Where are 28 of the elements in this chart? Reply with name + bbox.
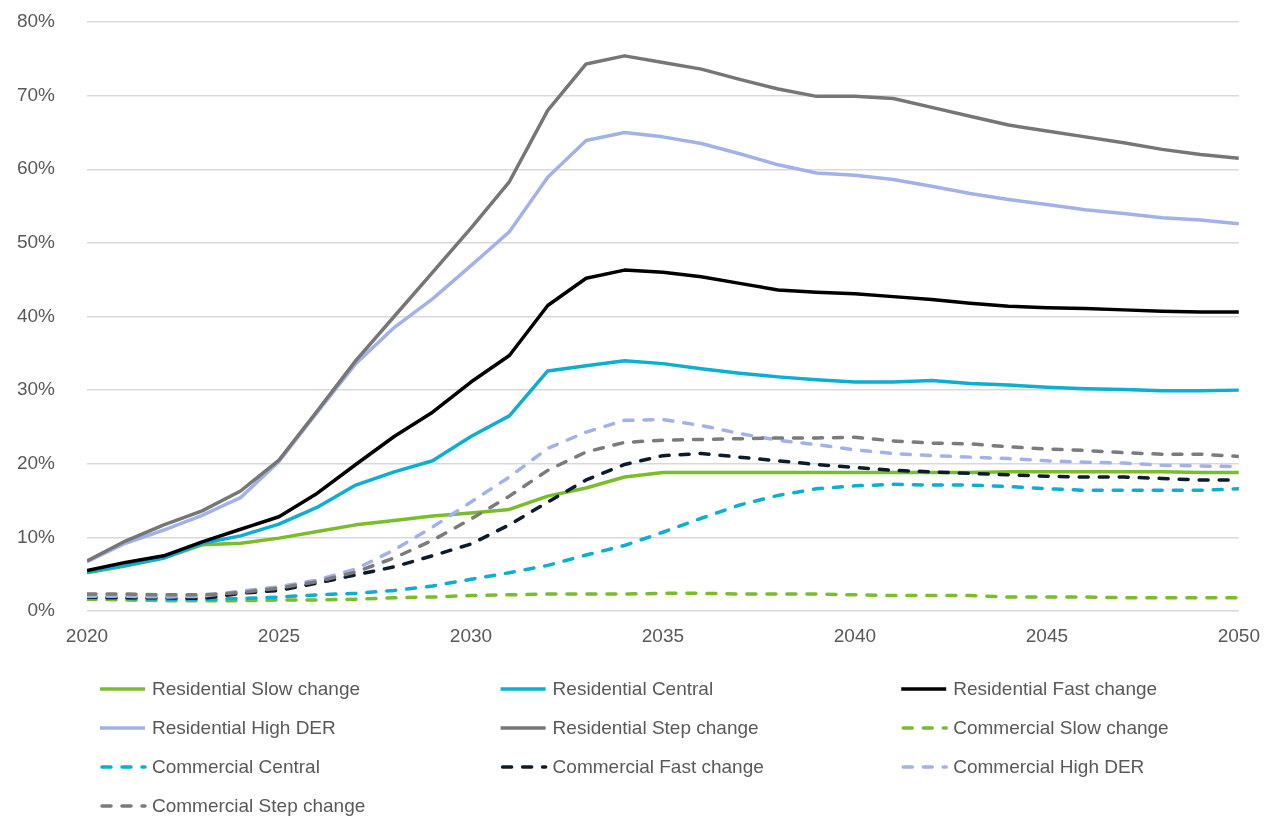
x-tick-label: 2030 <box>449 624 493 646</box>
line-series <box>87 482 1239 601</box>
x-tick-label: 2020 <box>65 624 109 646</box>
y-tick-label: 0% <box>27 599 56 621</box>
legend-label: Commercial Central <box>152 756 320 778</box>
legend-label: Residential Slow change <box>152 678 361 700</box>
line-series <box>87 591 1239 603</box>
legend-label: Commercial Step change <box>152 795 366 817</box>
y-tick-label: 10% <box>16 525 56 547</box>
legend-label: Residential High DER <box>152 717 336 739</box>
legend-label: Commercial Fast change <box>552 756 764 778</box>
x-tick-label: 2045 <box>1025 624 1069 646</box>
y-tick-label: 70% <box>16 83 56 105</box>
x-tick-label: 2035 <box>641 624 685 646</box>
x-tick-label: 2025 <box>257 624 301 646</box>
x-tick-label: 2040 <box>833 624 877 646</box>
y-tick-label: 50% <box>16 231 56 253</box>
y-tick-label: 40% <box>16 304 56 326</box>
x-tick-label: 2050 <box>1217 624 1261 646</box>
legend-label: Commercial Slow change <box>953 717 1169 739</box>
y-tick-label: 60% <box>16 157 56 179</box>
legend-label: Residential Step change <box>552 717 759 739</box>
legend-label: Commercial High DER <box>953 756 1145 778</box>
y-tick-label: 80% <box>16 10 56 32</box>
y-tick-label: 30% <box>16 378 56 400</box>
legend-label: Residential Fast change <box>953 678 1158 700</box>
legend-label: Residential Central <box>552 678 714 700</box>
y-tick-label: 20% <box>16 451 56 473</box>
